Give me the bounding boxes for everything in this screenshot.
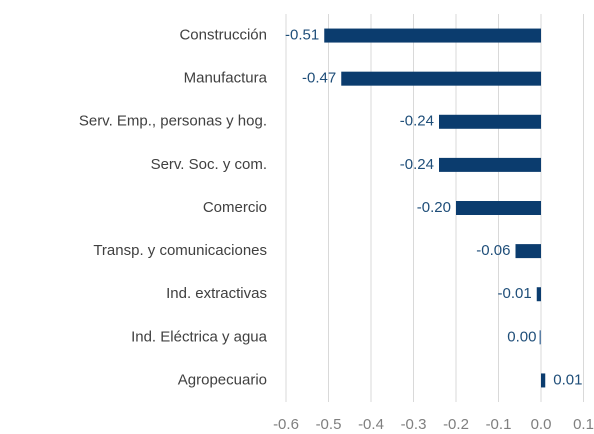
bar xyxy=(439,114,541,129)
x-tick-label: 0.0 xyxy=(531,416,552,433)
category-label: Serv. Soc. y com. xyxy=(151,156,267,173)
value-label: 0.00 xyxy=(507,328,536,345)
category-label: Agropecuario xyxy=(178,371,267,388)
bar xyxy=(341,71,541,86)
value-label: -0.51 xyxy=(285,27,319,44)
bar xyxy=(539,330,541,345)
bar xyxy=(439,157,541,172)
value-label: -0.01 xyxy=(498,285,532,302)
x-tick-label: -0.5 xyxy=(316,416,342,433)
category-label: Manufactura xyxy=(184,70,268,87)
value-label: -0.20 xyxy=(417,199,451,216)
category-label: Serv. Emp., personas y hog. xyxy=(79,113,267,130)
category-label: Ind. extractivas xyxy=(166,285,267,302)
category-label: Transp. y comunicaciones xyxy=(93,242,267,259)
bar xyxy=(536,287,541,302)
category-label: Ind. Eléctrica y agua xyxy=(131,328,268,345)
x-tick-label: -0.2 xyxy=(443,416,469,433)
x-tick-label: -0.3 xyxy=(401,416,427,433)
value-label: -0.24 xyxy=(400,113,434,130)
value-label: -0.06 xyxy=(476,242,510,259)
category-label: Construcción xyxy=(179,27,267,44)
bar xyxy=(456,201,541,215)
value-label: 0.01 xyxy=(553,371,582,388)
x-tick-label: -0.4 xyxy=(358,416,384,433)
value-label: -0.47 xyxy=(302,70,336,87)
value-label: -0.24 xyxy=(400,156,434,173)
x-tick-label: -0.6 xyxy=(273,416,299,433)
bar xyxy=(324,28,541,43)
x-tick-label: -0.1 xyxy=(486,416,512,433)
x-tick-label: 0.1 xyxy=(573,416,594,433)
bar xyxy=(541,373,546,388)
category-label: Comercio xyxy=(203,199,267,216)
bar xyxy=(515,244,541,259)
